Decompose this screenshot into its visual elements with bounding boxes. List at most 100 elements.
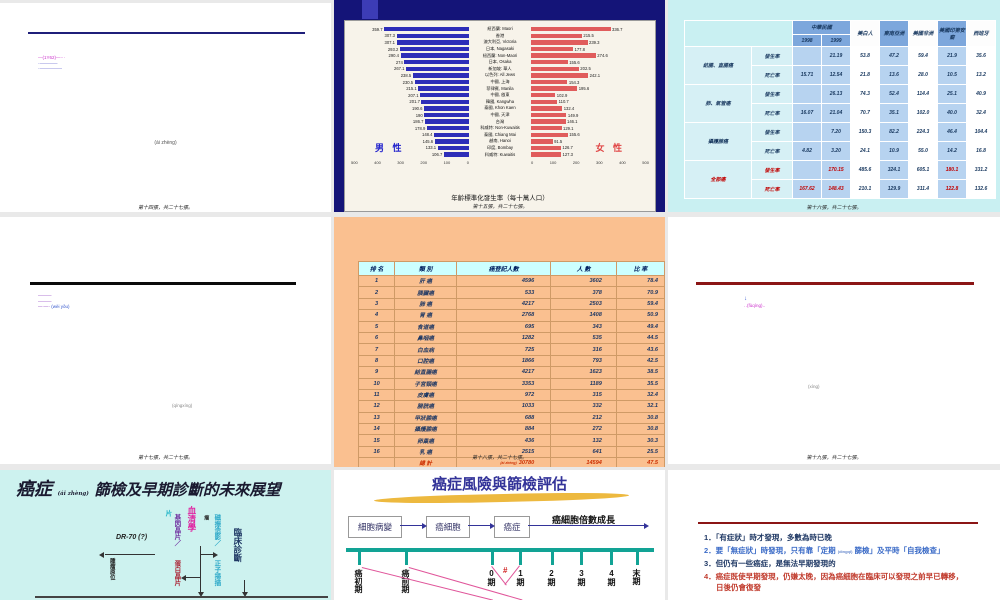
- male-track: 201.7: [351, 99, 469, 104]
- table-cell: [357, 457, 396, 467]
- pyramid-category-label: 以色列: All Jews: [484, 72, 516, 78]
- bullet-list: 1．「有症狀」時才發現，多數為時已晚 2．要「無症狀」時發現，只有靠「定期 (d…: [704, 532, 968, 595]
- axis-tick: 0: [531, 160, 534, 165]
- branch-line-left: [186, 577, 200, 578]
- pyramid-row: 267.1 新加坡: 華人 202.5: [351, 66, 649, 73]
- table-cell: 14: [357, 423, 396, 436]
- table-cell: 膀胱癌: [394, 400, 457, 413]
- table-cell: 332: [550, 400, 617, 413]
- axis-tick: 400: [374, 160, 381, 165]
- tiny-line: ·————: [38, 60, 58, 66]
- male-track: 178.9: [351, 126, 469, 131]
- pyramid-category-label: 中國, 上海: [490, 79, 510, 85]
- pyramid-category-label: 香港: [495, 32, 505, 38]
- table-cell: 6: [357, 331, 396, 345]
- table-cell: 224.3: [908, 122, 938, 142]
- vertical-arrow-line: [244, 580, 245, 592]
- female-track: 155.6: [531, 132, 649, 137]
- row-group-label: 結腸、直腸癌: [684, 46, 752, 85]
- slide-thumbnail-22[interactable]: 1．「有症狀」時才發現，多數為時已晚 2．要「無症狀」時發現，只有靠「定期 (d…: [668, 470, 1000, 600]
- pyramid-category-label: 新加坡: 華人: [488, 65, 512, 71]
- female-track: 336.7: [531, 27, 649, 32]
- title-underline: [28, 32, 305, 34]
- slide-title-rest: 篩檢及早期診斷的未來展望: [94, 480, 281, 499]
- column-header-year: 1999: [821, 34, 851, 47]
- table-cell: 343: [550, 320, 617, 333]
- list-item-2-text-b: 篩檢」及平時「自我檢查」: [852, 545, 945, 555]
- pet-label: 正子掃描: [212, 560, 220, 586]
- table-cell: 55.0: [908, 141, 938, 161]
- table-cell: 35.1: [879, 103, 909, 123]
- row-group-label: 肺、氣管癌: [684, 84, 752, 123]
- table-cell: 4217: [455, 297, 552, 311]
- table-cell: 4.82: [792, 141, 822, 161]
- table-cell: 26.13: [821, 84, 851, 104]
- table-cell: 胃 癌: [394, 309, 457, 322]
- stage-label: 1期: [516, 569, 525, 586]
- slide-thumbnail-20[interactable]: 癌症 (ái zhèng) 篩檢及早期診斷的未來展望 DR-70 (?) 片 基…: [0, 470, 331, 600]
- timeline-tick: [405, 548, 408, 565]
- slide-thumbnail-15[interactable]: 359.7 紐西蘭: Maori 336.7 307.3 香港 215.5 307.1 澳大利…: [334, 0, 665, 212]
- stage-label: 2期: [547, 569, 556, 586]
- table-cell: 102.0: [908, 103, 938, 123]
- female-bar: [531, 119, 566, 124]
- pyramid-row: 359.7 紐西蘭: Maori 336.7: [351, 26, 649, 33]
- table-cell: 3602: [550, 274, 617, 288]
- slide-thumbnail-14[interactable]: —(1Y62)—⋯ ·———— ·————— (ái zhèng) 第十四張，共…: [0, 3, 331, 212]
- table-cell: 972: [455, 388, 552, 402]
- pyramid-category-label: 印度, Bombay: [486, 144, 514, 150]
- slide-page-footer: 第十六張，共二十七張。: [806, 205, 862, 211]
- female-bar: [531, 53, 596, 58]
- male-bar: [418, 86, 469, 91]
- slide-page-footer: 第十四張，共二十七張。: [137, 205, 193, 211]
- table-cell: [792, 122, 822, 142]
- male-value: 230.5: [402, 79, 414, 85]
- hash-marker: #: [503, 566, 508, 575]
- slide-thumbnail-19[interactable]: ↓ ‥(fùqíng)‥ (xíng) 第十九張，共二十七張。: [668, 217, 1000, 464]
- tiny-text-block: ↓ ‥(fùqíng)‥: [744, 296, 766, 308]
- male-track: 274: [351, 60, 469, 65]
- slide-thumbnail-16[interactable]: 中華民國 美白人 東南亞洲 美國非洲 美國印第安裔 西班牙 1998 1999 結腸、直腸癌 發生…: [668, 0, 1000, 212]
- pyramid-row: 307.3 香港 215.5: [351, 33, 649, 40]
- slide-thumbnail-17[interactable]: ——— ——— —·—· (wèi yǒu) (qíngxíng) 第十七張，共…: [0, 217, 331, 464]
- slide-page-footer: 第十五張，共二十七張。: [472, 204, 528, 210]
- slide-page-footer: 第十九張，共二十七張。: [806, 455, 862, 461]
- table-cell: 78.4: [615, 274, 665, 288]
- mri-label: 磁振造影／: [212, 514, 220, 547]
- tiny-line: ———: [38, 298, 52, 304]
- female-track: 202.5: [531, 66, 649, 71]
- table-cell: 38.5: [615, 366, 665, 379]
- table-cell: 1282: [455, 331, 552, 345]
- table-cell: 子宮頸癌: [394, 377, 457, 390]
- timeline-tick: [551, 548, 554, 565]
- pyramid-row: 190 中國, 天津 149.9: [351, 112, 649, 119]
- slide-thumbnail-21[interactable]: 癌症風險與篩檢評估 細胞病變 癌細胞 癌症 癌細胞倍數成長 癌初期 癌前期 0期…: [334, 470, 665, 600]
- pyramid-category-label: 越南, Hanoi: [489, 138, 511, 144]
- chart-caption: 年齡標準化發生率（每十萬人口）: [451, 195, 549, 202]
- tumor-in-situ-label: 腫瘤原位: [108, 558, 115, 580]
- female-value: 126.7: [562, 145, 573, 151]
- slide-header-streak: [362, 0, 378, 19]
- list-item-2-text-a: 2．要「無症狀」時發現，只有靠「定期: [704, 545, 838, 555]
- table-cell: 16.07: [792, 103, 822, 123]
- arrowhead-left-icon: [181, 574, 186, 581]
- pyramid-row: 190.6 泰國, Khon Kaen 132.4: [351, 105, 649, 112]
- table-row: 13 甲狀腺癌 688 212 30.8: [357, 411, 665, 425]
- row-group-label: 全部癌: [684, 160, 752, 199]
- pinyin-note: (qíngxíng): [172, 403, 193, 408]
- column-header: 西班牙: [966, 20, 996, 47]
- pyramid-row: 145.6 越南, Hanoi 91.5: [351, 138, 649, 145]
- rate-type-label: 發生率: [751, 160, 793, 180]
- column-header: 人 數: [550, 261, 617, 276]
- timeline-tick: [519, 548, 522, 565]
- male-bar: [421, 99, 469, 105]
- tiny-line: —(1Y62)—⋯: [38, 55, 66, 60]
- female-track: 242.1: [531, 73, 649, 78]
- male-bar: [404, 60, 469, 65]
- female-track: 239.3: [531, 40, 649, 45]
- stage-label: 4期: [607, 569, 616, 586]
- table-cell: 485.6: [850, 160, 880, 180]
- arrowhead-down-icon: [241, 592, 248, 597]
- male-bar: [426, 126, 469, 131]
